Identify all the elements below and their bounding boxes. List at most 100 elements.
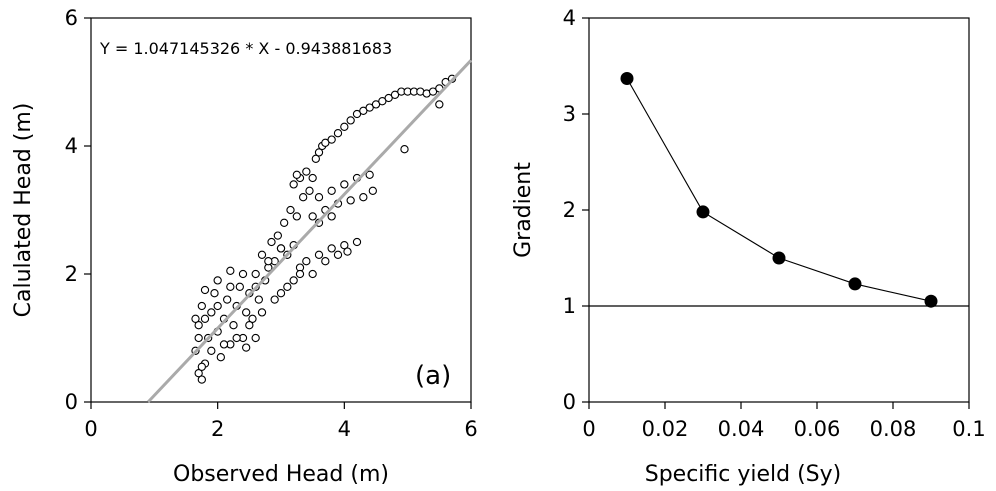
data-point <box>848 277 862 291</box>
data-point <box>276 244 286 253</box>
data-point <box>191 314 200 323</box>
data-point <box>286 205 295 215</box>
x-tick-label: 0.1 <box>952 417 985 441</box>
data-point <box>197 362 206 371</box>
panel-b-data-marks <box>620 71 938 308</box>
data-point <box>194 333 203 343</box>
data-point <box>213 301 222 311</box>
x-tick-label: 0 <box>582 417 595 441</box>
data-point <box>311 154 320 163</box>
data-point <box>340 180 349 189</box>
data-point <box>302 257 311 266</box>
data-point <box>229 321 238 330</box>
data-point <box>340 241 349 250</box>
y-tick-label: 2 <box>563 198 576 222</box>
data-point <box>219 340 229 349</box>
data-point <box>216 353 225 362</box>
data-point <box>242 343 251 352</box>
data-point <box>289 180 298 189</box>
data-point <box>327 212 336 221</box>
panel-a-equation: Y = 1.047145326 * X - 0.943881683 <box>99 39 392 58</box>
data-point <box>314 193 324 202</box>
x-tick-label: 0.06 <box>794 417 841 441</box>
data-point <box>305 186 314 195</box>
data-point <box>368 186 377 195</box>
panel-a-x-axis-title: Observed Head (m) <box>173 462 389 487</box>
x-tick-label: 0.04 <box>718 417 765 441</box>
panel-b-series-line <box>626 78 932 302</box>
data-point <box>308 173 317 183</box>
x-tick-label: 2 <box>211 417 224 441</box>
data-point <box>924 294 938 308</box>
data-point <box>327 244 336 253</box>
data-point <box>321 257 330 266</box>
panel-b-ticks: 0 0.02 0.04 0.06 0.08 0.1 0 1 2 3 4 <box>563 6 986 441</box>
data-point <box>333 129 343 138</box>
data-point <box>226 282 235 291</box>
y-tick-label: 2 <box>65 262 78 286</box>
data-point <box>245 321 254 330</box>
x-tick-label: 0 <box>84 417 97 441</box>
data-point <box>352 109 362 119</box>
panel-a-y-axis-title: Calulated Head (m) <box>11 103 36 318</box>
panel-a-chart: 0 2 4 6 0 2 4 6 Y = 1.047145326 * X - 0.9438816… <box>11 6 478 487</box>
data-point <box>333 250 343 259</box>
y-tick-label: 3 <box>563 102 576 126</box>
data-point <box>346 116 355 125</box>
data-point <box>264 257 273 266</box>
y-tick-label: 4 <box>563 6 576 30</box>
data-point <box>283 282 292 291</box>
data-point <box>270 295 279 304</box>
data-point <box>378 97 387 106</box>
data-point <box>197 301 206 311</box>
data-point <box>359 106 368 115</box>
panel-b-x-axis-title: Specific yield (Sy) <box>645 462 842 487</box>
data-point <box>390 90 400 99</box>
data-point <box>235 282 244 291</box>
data-point <box>365 103 374 112</box>
data-point <box>194 369 203 378</box>
panel-a-plot-frame <box>90 17 472 403</box>
data-point <box>435 100 444 109</box>
data-point <box>289 276 298 285</box>
y-tick-label: 0 <box>65 390 78 414</box>
data-point <box>696 205 710 219</box>
data-point <box>194 321 203 330</box>
data-point <box>276 289 286 298</box>
data-point <box>343 247 352 256</box>
data-point <box>292 212 301 221</box>
data-point <box>232 333 241 343</box>
data-point <box>238 269 248 279</box>
data-point <box>295 269 305 279</box>
data-point <box>223 295 232 304</box>
data-point <box>327 135 336 144</box>
data-point <box>213 276 222 285</box>
panel-a-ticks: 0 2 4 6 0 2 4 6 <box>65 6 478 441</box>
data-point <box>620 71 634 85</box>
data-point <box>346 196 355 205</box>
panel-a-regression-line <box>146 59 473 404</box>
data-point <box>200 314 210 323</box>
data-point <box>400 145 409 154</box>
data-point <box>772 251 786 265</box>
x-tick-label: 0.02 <box>642 417 689 441</box>
data-point <box>371 100 381 109</box>
data-point <box>254 295 263 304</box>
x-tick-label: 6 <box>464 417 477 441</box>
data-point <box>242 308 251 317</box>
y-tick-label: 1 <box>563 294 576 318</box>
data-point <box>302 167 311 176</box>
y-tick-label: 4 <box>65 134 78 158</box>
panel-a-data-marks <box>191 74 457 384</box>
data-point <box>299 193 308 202</box>
data-point <box>292 170 301 179</box>
data-point <box>280 218 289 227</box>
panel-a-label: (a) <box>415 361 451 391</box>
data-point <box>308 269 317 279</box>
data-point <box>226 266 235 275</box>
data-point <box>321 138 330 147</box>
data-point <box>327 186 336 195</box>
y-tick-label: 0 <box>563 390 576 414</box>
data-point <box>314 148 324 157</box>
